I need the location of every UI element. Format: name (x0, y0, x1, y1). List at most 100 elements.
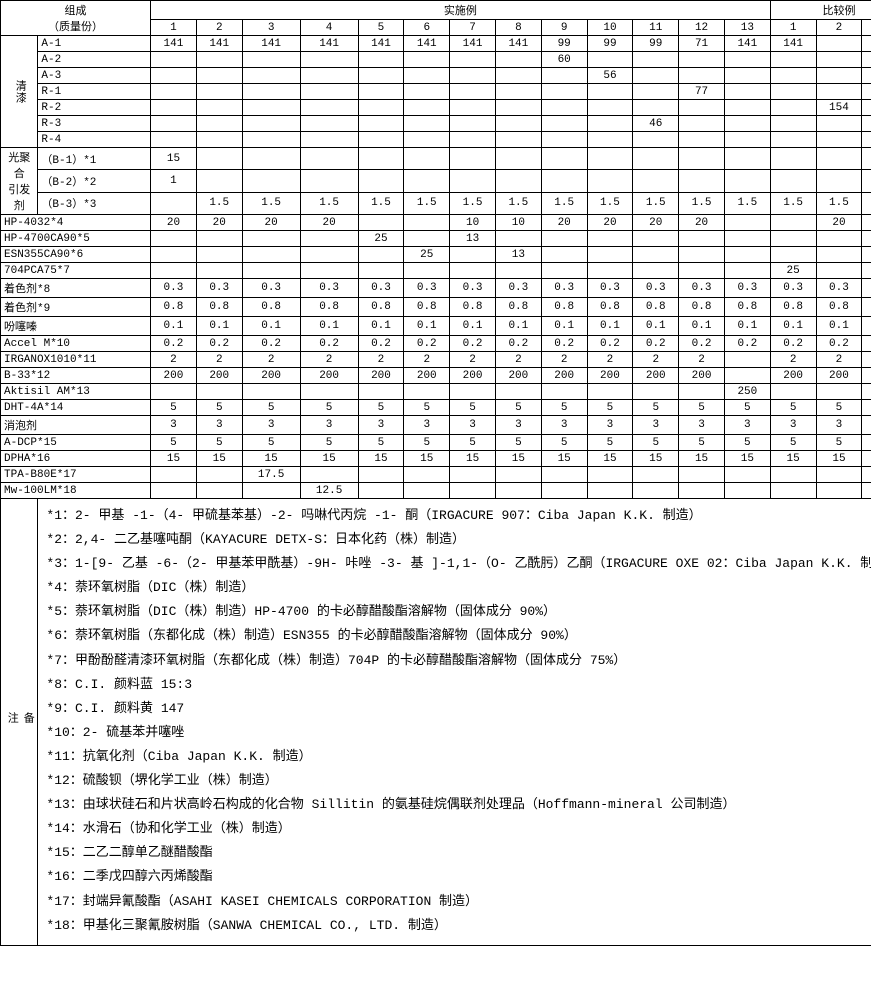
data-cell (358, 148, 404, 170)
data-cell (404, 116, 450, 132)
data-cell: 141 (495, 36, 541, 52)
data-cell (633, 52, 679, 68)
col-header-7: 8 (495, 20, 541, 36)
data-cell (450, 247, 496, 263)
row-label: R-1 (38, 84, 151, 100)
data-cell (724, 148, 770, 170)
data-cell: 1.5 (404, 192, 450, 214)
data-cell: 0.8 (724, 298, 770, 317)
data-cell: 5 (724, 435, 770, 451)
data-cell: 0.3 (450, 279, 496, 298)
row-label: ESN355CA90*6 (1, 247, 151, 263)
data-cell (242, 68, 300, 84)
data-cell: 141 (300, 36, 358, 52)
table-row: Mw-100LM*1812.5 (1, 483, 871, 499)
data-cell (770, 52, 816, 68)
data-cell (404, 263, 450, 279)
data-cell: 154 (862, 132, 871, 148)
data-cell (450, 483, 496, 499)
data-cell (770, 100, 816, 116)
group1-header: 实施例 (151, 1, 771, 20)
data-cell (358, 84, 404, 100)
data-cell (450, 170, 496, 192)
data-cell (495, 148, 541, 170)
data-cell: 99 (587, 36, 633, 52)
data-cell: 0.8 (816, 298, 862, 317)
data-cell: 0.8 (633, 298, 679, 317)
data-cell (724, 231, 770, 247)
data-cell: 15 (724, 451, 770, 467)
data-cell: 1.5 (495, 192, 541, 214)
data-cell: 0.8 (587, 298, 633, 317)
col-header-8: 9 (541, 20, 587, 36)
table-row: Accel M*100.20.20.20.20.20.20.20.20.20.2… (1, 336, 871, 352)
data-cell (404, 215, 450, 231)
data-cell (679, 483, 725, 499)
data-cell (450, 132, 496, 148)
data-cell (358, 384, 404, 400)
data-cell (450, 100, 496, 116)
data-cell: 2 (816, 352, 862, 368)
data-cell (450, 467, 496, 483)
data-cell (300, 52, 358, 68)
data-cell (151, 100, 197, 116)
note-line: *10：2- 硫基苯并噻唑 (46, 722, 871, 744)
data-cell (770, 170, 816, 192)
data-cell (358, 247, 404, 263)
data-cell: 2 (450, 352, 496, 368)
data-cell (633, 100, 679, 116)
data-cell (196, 116, 242, 132)
data-cell: 15 (679, 451, 725, 467)
data-cell: 0.1 (541, 317, 587, 336)
data-cell: 0.8 (151, 298, 197, 317)
data-cell: 13 (450, 231, 496, 247)
data-cell: 141 (358, 36, 404, 52)
col-header-1: 2 (196, 20, 242, 36)
data-cell: 200 (679, 368, 725, 384)
data-cell (242, 52, 300, 68)
data-cell (300, 263, 358, 279)
data-cell: 200 (151, 368, 197, 384)
data-cell: 5 (587, 400, 633, 416)
data-cell: 15 (587, 451, 633, 467)
row-label: 着色剂*8 (1, 279, 151, 298)
data-cell (404, 148, 450, 170)
data-cell (770, 148, 816, 170)
data-cell: 5 (358, 435, 404, 451)
data-cell: 10 (450, 215, 496, 231)
row-label: TPA-B80E*17 (1, 467, 151, 483)
row-label: A-3 (38, 68, 151, 84)
data-cell: 2 (587, 352, 633, 368)
data-cell: 5 (541, 435, 587, 451)
data-cell: 5 (495, 400, 541, 416)
data-cell: 0.8 (300, 298, 358, 317)
data-cell: 0.2 (495, 336, 541, 352)
data-cell (151, 132, 197, 148)
data-cell (587, 483, 633, 499)
row-label: B-33*12 (1, 368, 151, 384)
data-cell: 0.3 (633, 279, 679, 298)
data-cell (495, 116, 541, 132)
note-line: *15：二乙二醇单乙醚醋酸酯 (46, 842, 871, 864)
data-cell (724, 100, 770, 116)
data-cell: 3 (770, 416, 816, 435)
data-cell (633, 231, 679, 247)
data-cell: 200 (495, 368, 541, 384)
data-cell (196, 467, 242, 483)
data-cell: 0.1 (679, 317, 725, 336)
data-cell (242, 170, 300, 192)
data-cell: 3 (724, 416, 770, 435)
data-cell: 3 (495, 416, 541, 435)
data-cell: 0.2 (679, 336, 725, 352)
data-cell (196, 247, 242, 263)
data-cell: 0.1 (300, 317, 358, 336)
data-cell: 200 (404, 368, 450, 384)
data-cell: 12.5 (300, 483, 358, 499)
col-header-3: 4 (300, 20, 358, 36)
data-cell: 5 (300, 435, 358, 451)
notes-section-label: 备 注 (1, 499, 38, 946)
data-cell: 0.1 (151, 317, 197, 336)
row-label: R-2 (38, 100, 151, 116)
data-cell: 0.2 (358, 336, 404, 352)
notes-cell: *1：2- 甲基 -1-（4- 甲硫基苯基）-2- 吗啉代丙烷 -1- 酮（IR… (38, 499, 871, 946)
